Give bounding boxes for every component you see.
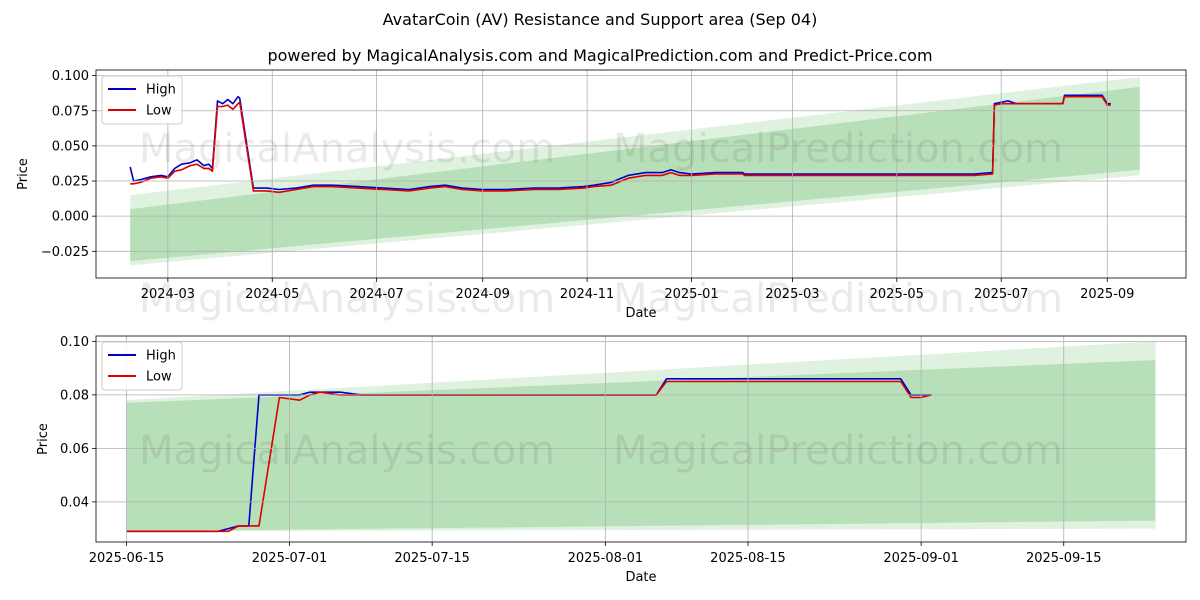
y-tick-label: 0.025 — [52, 175, 89, 190]
x-tick-label: 2025-05 — [870, 287, 924, 302]
y-tick-label: 0.08 — [60, 388, 89, 403]
legend: High Low — [101, 75, 183, 125]
legend: High Low — [101, 341, 183, 391]
series-line-high — [129, 94, 1111, 191]
y-tick-label: 0.075 — [52, 104, 89, 119]
y-tick-label: 0.100 — [52, 69, 89, 84]
y-tick-label: 0.04 — [60, 495, 89, 510]
x-tick-label: 2024-03 — [141, 287, 195, 302]
watermark-left: MagicalAnalysis.com — [139, 126, 555, 172]
y-tick-label: 0.06 — [60, 442, 89, 457]
y-axis-label: Price — [36, 423, 51, 455]
y-tick-label: −0.025 — [41, 245, 89, 260]
chart-panel-2: 2025-06-15 2025-07-01 2025-07-15 2025-08-01… — [36, 335, 1187, 585]
legend-label-high: High — [146, 83, 176, 98]
y-axis-label: Price — [16, 158, 31, 190]
legend-label-low: Low — [146, 370, 172, 385]
series-line-low — [130, 95, 1111, 194]
watermark-right: MagicalPrediction.com — [613, 276, 1063, 322]
watermark-left: MagicalAnalysis.com — [139, 428, 555, 474]
x-tick-label: 2025-08-01 — [568, 551, 644, 566]
watermark-right: MagicalPrediction.com — [613, 126, 1063, 172]
chart-title: AvatarCoin (AV) Resistance and Support a… — [382, 10, 818, 29]
prediction-band-2 — [126, 360, 1156, 532]
x-tick-label: 2025-09-15 — [1026, 551, 1102, 566]
y-tick-label: 0.050 — [52, 139, 89, 154]
x-tick-label: 2024-11 — [560, 287, 614, 302]
plot-area — [126, 341, 1156, 533]
plot-area — [129, 77, 1140, 266]
chart-panel-1: 2024-03 2024-05 2024-07 2024-09 2024-11 2025-… — [16, 69, 1187, 322]
x-tick-label: 2024-07 — [349, 287, 403, 302]
plot-frame — [95, 69, 1187, 279]
chart-subtitle: powered by MagicalAnalysis.com and Magic… — [267, 46, 933, 65]
prediction-band-1 — [126, 341, 1156, 532]
x-tick-label: 2025-09-01 — [883, 551, 959, 566]
x-axis-label: Date — [625, 570, 656, 585]
watermark-right: MagicalPrediction.com — [613, 428, 1063, 474]
y-tick-label: 0.10 — [60, 335, 89, 350]
x-tick-label: 2025-01 — [664, 287, 718, 302]
legend-label-high: High — [146, 349, 176, 364]
x-tick-label: 2025-08-15 — [710, 551, 786, 566]
plot-frame — [95, 335, 1187, 543]
x-tick-label: 2025-06-15 — [89, 551, 165, 566]
y-tick-label: 0.000 — [52, 210, 89, 225]
x-tick-label: 2024-09 — [456, 287, 510, 302]
x-tick-label: 2025-03 — [765, 287, 819, 302]
x-axis-label: Date — [625, 306, 656, 321]
series-line-low — [126, 380, 932, 533]
x-tick-label: 2025-07 — [974, 287, 1028, 302]
x-tick-label: 2025-09 — [1080, 287, 1134, 302]
x-tick-label: 2025-07-15 — [394, 551, 470, 566]
x-tick-label: 2025-07-01 — [252, 551, 328, 566]
x-tick-label: 2024-05 — [245, 287, 299, 302]
prediction-band-1 — [130, 77, 1140, 266]
watermark-left: MagicalAnalysis.com — [139, 276, 555, 322]
legend-label-low: Low — [146, 104, 172, 119]
